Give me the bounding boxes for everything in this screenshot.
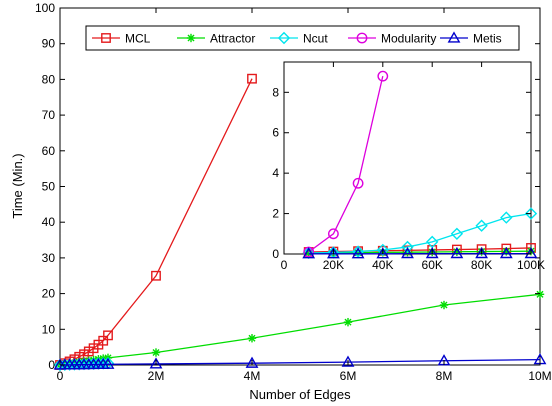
inset-modularity-point [327, 228, 339, 240]
main-x-tick-label: 0 [57, 369, 64, 383]
inset-y-tick-label: 6 [272, 126, 279, 140]
main-y-tick-label: 10 [42, 322, 56, 336]
legend-item-metis: Metis [440, 31, 502, 46]
inset-metis-point [401, 246, 414, 259]
inset-metis-point [376, 247, 390, 259]
main-y-tick-label: 0 [48, 358, 55, 372]
inset-x-tick-label: 60K [422, 258, 443, 272]
main-metis-point [101, 357, 115, 369]
main-y-tick-label: 60 [42, 144, 56, 158]
inset-x-tick-label: 80K [471, 258, 492, 272]
main-attractor-point [247, 334, 257, 343]
legend-marker [356, 32, 368, 44]
inset-ncut-point [500, 211, 513, 224]
main-mcl-point [151, 270, 161, 281]
legend-item-modularity: Modularity [348, 32, 436, 46]
main-x-tick-label: 4M [244, 369, 261, 383]
inset-metis-point [524, 246, 538, 259]
inset-metis-point [499, 246, 513, 259]
inset-y-tick-label: 8 [272, 85, 279, 99]
main-x-tick-label: 10M [528, 369, 551, 383]
legend-marker [277, 31, 291, 45]
inset-metis-point [302, 247, 316, 259]
inset-metis-point [475, 246, 489, 259]
main-series-metis [53, 353, 547, 370]
inset-metis-point [326, 247, 340, 259]
inset-modularity-line [308, 76, 384, 253]
main-metis-point [149, 357, 163, 369]
inset-plot-frame [283, 61, 532, 255]
main-attractor-point [439, 300, 449, 310]
legend-marker [101, 33, 111, 43]
main-mcl-point [103, 330, 113, 341]
main-attractor-point [343, 317, 353, 327]
inset-plot: 0 20K 40K 60K 80K 100K 0 2 4 6 8 [272, 61, 545, 272]
inset-ncut-point [524, 207, 538, 220]
main-x-tick-label: 2M [148, 369, 165, 383]
main-y-tick-label: 40 [42, 215, 56, 229]
legend-item-mcl: MCL [92, 32, 151, 46]
inset-ncut-point [450, 227, 464, 240]
inset-metis-point [425, 246, 439, 259]
legend-label: Metis [473, 32, 502, 46]
main-y-tick-label: 100 [35, 1, 55, 15]
inset-y-tick-label: 0 [272, 247, 279, 261]
inset-ncut-point [376, 243, 389, 257]
main-y-tick-label: 70 [42, 108, 56, 122]
legend-label: Attractor [210, 32, 255, 46]
inset-series-metis [302, 246, 538, 259]
legend-item-ncut: Ncut [270, 32, 328, 46]
inset-y-tick-label: 4 [272, 166, 279, 180]
main-y-tick-label: 30 [42, 251, 56, 265]
legend-label: Modularity [381, 32, 436, 46]
main-x-tick-label: 8M [436, 369, 453, 383]
inset-ncut-point [475, 219, 488, 232]
main-attractor-point [535, 290, 545, 299]
inset-attractor-line [308, 250, 532, 254]
main-y-tick-label: 50 [42, 180, 56, 194]
inset-x-tick-label: 0 [281, 258, 288, 272]
inset-metis-point [450, 246, 464, 259]
inset-modularity-point [377, 70, 389, 82]
inset-ncut-point [351, 245, 365, 258]
legend-label: Ncut [303, 32, 328, 46]
main-y-tick-label: 20 [42, 287, 56, 301]
y-axis-label: Time (Min.) [10, 153, 25, 218]
legend-marker [186, 33, 196, 43]
main-y-tick-label: 80 [42, 72, 56, 86]
main-metis-point [341, 355, 355, 367]
x-axis-label: Number of Edges [249, 387, 351, 402]
inset-x-tick-label: 20K [323, 258, 344, 272]
main-y-tick-label: 90 [42, 37, 56, 51]
inset-y-tick-label: 2 [272, 207, 279, 221]
main-x-tick-label: 6M [340, 369, 357, 383]
legend: MCL Attractor Ncut Modularity Metis [85, 25, 520, 51]
inset-ncut-point [401, 240, 414, 254]
main-mcl-point [247, 73, 257, 84]
legend-item-attractor: Attractor [177, 32, 255, 46]
main-metis-point [245, 356, 259, 368]
inset-x-tick-label: 100K [517, 258, 545, 272]
main-attractor-point [151, 348, 161, 357]
inset-ncut-line [308, 212, 532, 254]
inset-x-tick-label: 40K [372, 258, 393, 272]
legend-label: MCL [125, 32, 151, 46]
inset-metis-point [351, 247, 365, 259]
legend-marker [447, 31, 461, 43]
inset-modularity-point [352, 177, 364, 189]
